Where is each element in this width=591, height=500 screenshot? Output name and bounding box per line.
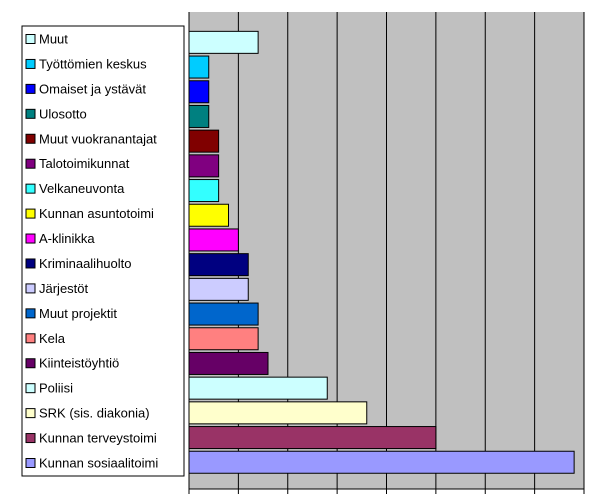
bar-14 bbox=[188, 351, 269, 375]
legend-swatch bbox=[25, 233, 36, 244]
bar-8 bbox=[188, 203, 229, 227]
legend-swatch bbox=[25, 158, 36, 169]
legend-items: Muut Työttömien keskus Omaiset ja ystävät U… bbox=[25, 32, 158, 471]
bar-12 bbox=[188, 302, 259, 326]
legend-swatch bbox=[25, 383, 36, 394]
legend-label: Muut bbox=[39, 32, 68, 47]
legend-label: Poliisi bbox=[39, 381, 73, 396]
legend-label: Kunnan terveystoimi bbox=[39, 431, 157, 446]
bar-3 bbox=[188, 80, 210, 104]
bar-11 bbox=[188, 277, 249, 301]
bar-1 bbox=[188, 30, 259, 54]
legend-label: SRK (sis. diakonia) bbox=[39, 406, 150, 421]
bar-7 bbox=[188, 179, 220, 203]
legend-label: Ulosotto bbox=[39, 106, 87, 121]
bar-17 bbox=[188, 426, 437, 450]
legend-swatch bbox=[25, 408, 36, 419]
legend-label: Talotoimikunnat bbox=[39, 156, 130, 171]
bar-9 bbox=[188, 228, 239, 252]
legend-label: Kiinteistöyhtiö bbox=[39, 356, 119, 371]
bar-4 bbox=[188, 104, 210, 128]
legend-label: Järjestöt bbox=[39, 281, 89, 296]
bar-10 bbox=[188, 253, 249, 277]
bars bbox=[188, 30, 575, 474]
bar-15 bbox=[188, 376, 328, 400]
bar-13 bbox=[188, 327, 259, 351]
legend-label: Kela bbox=[39, 331, 66, 346]
legend-swatch bbox=[25, 183, 36, 194]
legend-label: Omaiset ja ystävät bbox=[39, 81, 146, 96]
legend-swatch bbox=[25, 34, 36, 44]
legend-swatch bbox=[25, 58, 36, 69]
legend-swatch bbox=[25, 308, 36, 319]
bar-16 bbox=[188, 401, 368, 425]
legend-swatch bbox=[25, 433, 36, 444]
legend: Muut Työttömien keskus Omaiset ja ystävät U… bbox=[21, 25, 185, 477]
legend-swatch bbox=[25, 108, 36, 119]
legend-label: Kriminaalihuolto bbox=[39, 256, 132, 271]
bar-2 bbox=[188, 55, 210, 79]
legend-swatch bbox=[25, 258, 36, 269]
gridlines bbox=[237, 12, 585, 489]
legend-box bbox=[21, 25, 185, 477]
legend-swatch bbox=[25, 133, 36, 144]
bar-6 bbox=[188, 154, 220, 178]
legend-label: Muut vuokranantajat bbox=[39, 131, 157, 146]
legend-label: Muut projektit bbox=[39, 306, 117, 321]
legend-swatch bbox=[25, 458, 36, 468]
legend-label: A-klinikka bbox=[39, 231, 95, 246]
bar-5 bbox=[188, 129, 220, 153]
legend-label: Kunnan asuntotoimi bbox=[39, 206, 154, 221]
legend-swatch bbox=[25, 208, 36, 219]
legend-swatch bbox=[25, 83, 36, 94]
legend-swatch bbox=[25, 358, 36, 369]
x-ticks bbox=[188, 489, 585, 494]
legend-swatch bbox=[25, 283, 36, 294]
legend-label: Työttömien keskus bbox=[39, 56, 147, 71]
legend-label: Kunnan sosiaalitoimi bbox=[39, 456, 158, 471]
legend-swatch bbox=[25, 333, 36, 344]
bar-18 bbox=[188, 450, 575, 474]
legend-label: Velkaneuvonta bbox=[39, 181, 125, 196]
